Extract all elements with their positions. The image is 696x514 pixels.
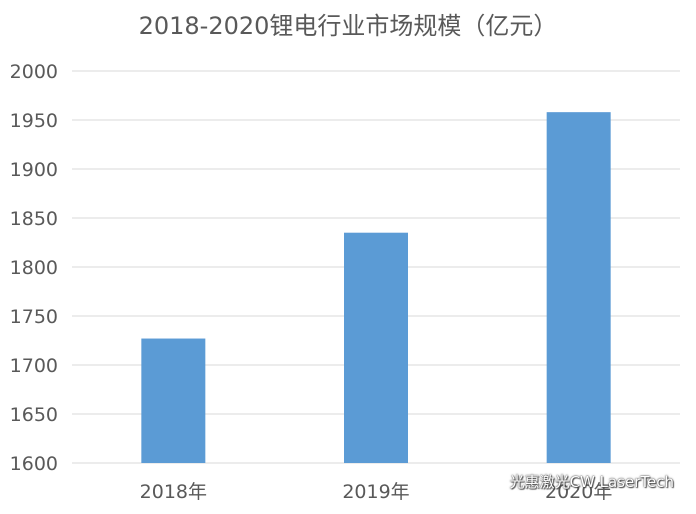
x-category-label: 2020年: [545, 481, 612, 503]
x-category-label: 2018年: [140, 481, 207, 503]
x-axis-categories: 2018年 2019年 2020年: [140, 481, 613, 503]
watermark-text: 光惠激光CW LaserTech: [509, 473, 674, 491]
x-category-label: 2019年: [342, 481, 409, 503]
y-tick-label: 1950: [10, 110, 58, 132]
wechat-icon: [481, 473, 503, 490]
y-tick-label: 1650: [10, 404, 58, 426]
y-tick-label: 1700: [10, 355, 58, 377]
bar-3: [546, 112, 611, 463]
y-tick-label: 1800: [10, 257, 58, 279]
y-tick-label: 2000: [10, 61, 58, 83]
bars: [141, 112, 611, 463]
y-tick-label: 1750: [10, 306, 58, 328]
y-tick-label: 1850: [10, 208, 58, 230]
bar-1: [141, 338, 206, 463]
watermark: 光惠激光CW LaserTech: [481, 471, 674, 492]
chart-title: 2018-2020锂电行业市场规模（亿元）: [139, 12, 558, 40]
bar-2: [344, 232, 408, 463]
y-tick-label: 1600: [10, 453, 58, 475]
y-tick-label: 1900: [10, 159, 58, 181]
y-axis-ticks: 1600 1650 1700 1750 1800 1850 1900 1950 2000: [10, 61, 58, 475]
